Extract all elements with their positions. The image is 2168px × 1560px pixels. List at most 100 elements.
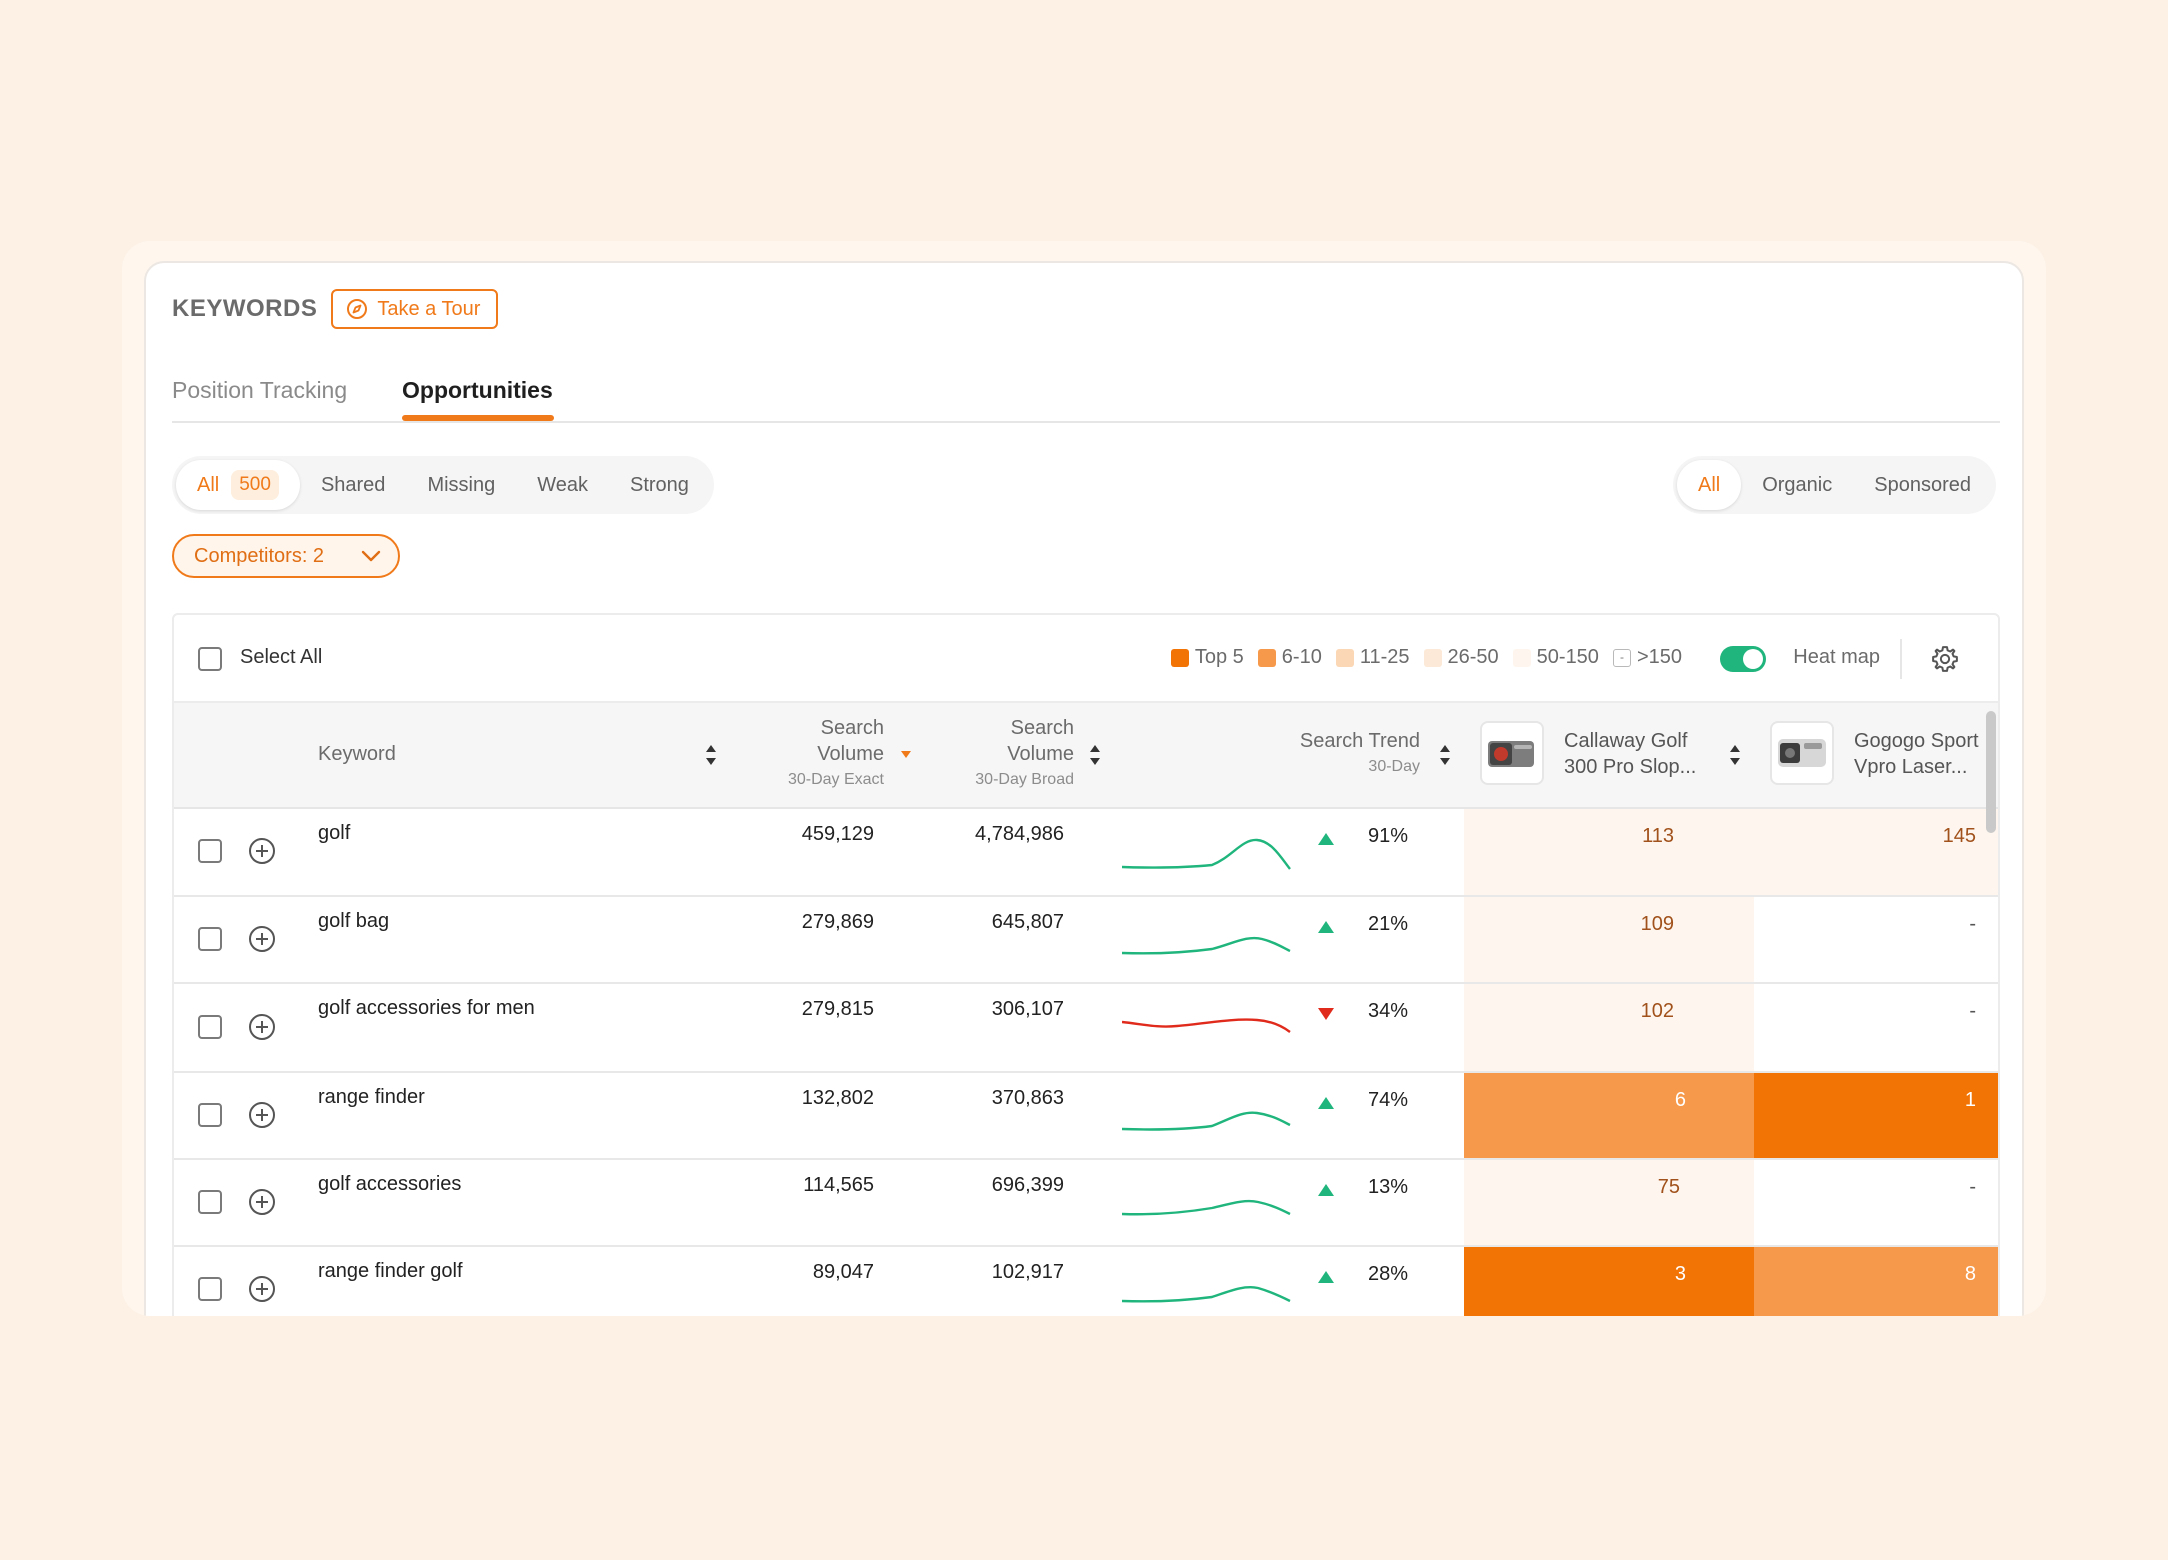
search-volume-exact: 132,802 xyxy=(801,1087,874,1109)
add-circle-icon[interactable] xyxy=(248,925,276,953)
page-title: KEYWORDS xyxy=(172,295,318,322)
column-label: Volume xyxy=(817,743,884,765)
keyword-text: range finder xyxy=(318,1086,425,1108)
trend-sparkline xyxy=(1122,1018,1291,1033)
legend-label: 50-150 xyxy=(1536,646,1599,668)
legend-item-50-150: 50-150 xyxy=(1512,646,1599,669)
active-tab-indicator xyxy=(402,415,554,421)
type-filter-sponsored[interactable]: Sponsored xyxy=(1874,473,1971,496)
trend-down-icon xyxy=(1318,1008,1334,1020)
filter-all-count: 500 xyxy=(231,470,279,500)
sort-icon[interactable] xyxy=(1728,743,1742,767)
trend-up-icon xyxy=(1318,921,1334,933)
add-circle-icon[interactable] xyxy=(248,1013,276,1041)
competitors-dropdown[interactable]: Competitors: 2 xyxy=(172,534,400,578)
column-label: 300 Pro Slop... xyxy=(1564,756,1697,778)
heat-cell-callaway: 75 xyxy=(1464,1160,1754,1245)
table-row[interactable]: golf bag 279,869 645,807 21% 109 - xyxy=(174,897,1998,984)
table-scrollbar[interactable] xyxy=(1986,711,1996,833)
select-all-checkbox[interactable] xyxy=(198,647,222,671)
trend-percent: 21% xyxy=(1368,913,1409,935)
add-circle-icon[interactable] xyxy=(248,1275,276,1303)
trend-sparkline xyxy=(1122,1111,1291,1131)
row-checkbox[interactable] xyxy=(198,839,222,863)
tab-bar: Position Tracking Opportunities xyxy=(172,363,2000,423)
filter-all[interactable]: All 500 xyxy=(176,460,300,510)
column-product-callaway[interactable]: Callaway Golf 300 Pro Slop... xyxy=(1564,728,1696,780)
trend-percent: 13% xyxy=(1368,1176,1409,1198)
legend-swatch xyxy=(1512,648,1531,667)
search-volume-exact: 459,129 xyxy=(801,823,874,845)
heat-map-label: Heat map xyxy=(1793,646,1880,668)
legend-label: 6-10 xyxy=(1281,646,1322,668)
type-filter-all[interactable]: All xyxy=(1676,460,1742,510)
competitors-label: Competitors: 2 xyxy=(194,544,325,567)
column-sublabel: 30-Day Broad xyxy=(975,771,1074,788)
add-circle-icon[interactable] xyxy=(248,1101,276,1129)
heat-cell-callaway: 113 xyxy=(1464,809,1754,895)
type-filter-organic[interactable]: Organic xyxy=(1762,473,1833,496)
row-checkbox[interactable] xyxy=(198,1103,222,1127)
legend-swatch: - xyxy=(1612,648,1631,667)
heat-legend: Top 5 6-10 11-25 26-50 xyxy=(1170,646,1682,669)
column-product-gogogo[interactable]: Gogogo Sport Vpro Laser... xyxy=(1854,728,1979,780)
heat-cell-callaway: 102 xyxy=(1464,984,1754,1071)
search-volume-exact: 279,869 xyxy=(801,911,874,933)
gear-icon[interactable] xyxy=(1930,644,1960,674)
keyword-text: golf accessories xyxy=(318,1173,462,1195)
filter-shared[interactable]: Shared xyxy=(320,473,386,496)
legend-swatch xyxy=(1335,648,1354,667)
trend-sparkline xyxy=(1122,936,1291,955)
filter-weak[interactable]: Weak xyxy=(537,473,588,496)
tab-opportunities[interactable]: Opportunities xyxy=(402,377,553,403)
filter-missing[interactable]: Missing xyxy=(427,473,496,496)
column-keyword[interactable]: Keyword xyxy=(318,743,396,765)
search-volume-exact: 114,565 xyxy=(803,1174,874,1196)
rangefinder-image-icon xyxy=(1488,741,1534,767)
table-row[interactable]: golf accessories for men 279,815 306,107… xyxy=(174,984,1998,1073)
column-label: Gogogo Sport xyxy=(1854,730,1979,752)
add-circle-icon[interactable] xyxy=(248,1188,276,1216)
legend-swatch xyxy=(1423,648,1442,667)
heat-cell-gogogo: - xyxy=(1754,984,1998,1071)
search-volume-broad: 306,107 xyxy=(991,998,1064,1020)
heat-map-toggle[interactable] xyxy=(1720,646,1766,672)
table-row[interactable]: range finder 132,802 370,863 74% 6 1 xyxy=(174,1073,1998,1160)
sort-icon[interactable] xyxy=(1438,743,1452,767)
filter-all-label: All xyxy=(197,473,220,496)
row-checkbox[interactable] xyxy=(198,1190,222,1214)
keyword-text: range finder golf xyxy=(318,1260,463,1282)
keyword-text: golf bag xyxy=(318,910,390,932)
sort-desc-icon[interactable] xyxy=(899,749,913,761)
trend-sparkline xyxy=(1122,1286,1291,1303)
filter-strong[interactable]: Strong xyxy=(630,473,689,496)
row-checkbox[interactable] xyxy=(198,1277,222,1301)
trend-sparkline xyxy=(1122,838,1291,870)
product-thumbnail-callaway xyxy=(1480,721,1544,785)
trend-up-icon xyxy=(1318,1271,1334,1283)
trend-sparkline xyxy=(1122,1199,1291,1216)
trend-up-icon xyxy=(1318,833,1334,845)
column-sv-exact[interactable]: Search Volume 30-Day Exact xyxy=(788,715,884,793)
trend-percent: 74% xyxy=(1368,1089,1409,1111)
add-circle-icon[interactable] xyxy=(248,837,276,865)
search-volume-broad: 645,807 xyxy=(991,911,1064,933)
column-search-trend[interactable]: Search Trend 30-Day xyxy=(1300,728,1420,780)
table-row[interactable]: golf accessories 114,565 696,399 13% 75 … xyxy=(174,1160,1998,1247)
keywords-header: KEYWORDS Take a Tour xyxy=(172,289,499,329)
table-row[interactable]: range finder golf 89,047 102,917 28% 3 8 xyxy=(174,1247,1998,1316)
legend-label: 11-25 xyxy=(1359,646,1410,668)
table-row[interactable]: golf 459,129 4,784,986 91% 113 145 xyxy=(174,809,1998,897)
keyword-text: golf xyxy=(318,822,351,844)
legend-swatch xyxy=(1170,648,1189,667)
column-label: Search xyxy=(820,717,884,739)
tab-position-tracking[interactable]: Position Tracking xyxy=(172,377,348,403)
sort-icon[interactable] xyxy=(1088,743,1102,767)
sort-icon[interactable] xyxy=(704,743,718,767)
take-a-tour-button[interactable]: Take a Tour xyxy=(331,289,499,329)
column-sv-broad[interactable]: Search Volume 30-Day Broad xyxy=(975,715,1074,793)
row-checkbox[interactable] xyxy=(198,927,222,951)
row-checkbox[interactable] xyxy=(198,1015,222,1039)
heat-cell-gogogo: - xyxy=(1754,897,1998,982)
trend-percent: 91% xyxy=(1368,825,1409,847)
